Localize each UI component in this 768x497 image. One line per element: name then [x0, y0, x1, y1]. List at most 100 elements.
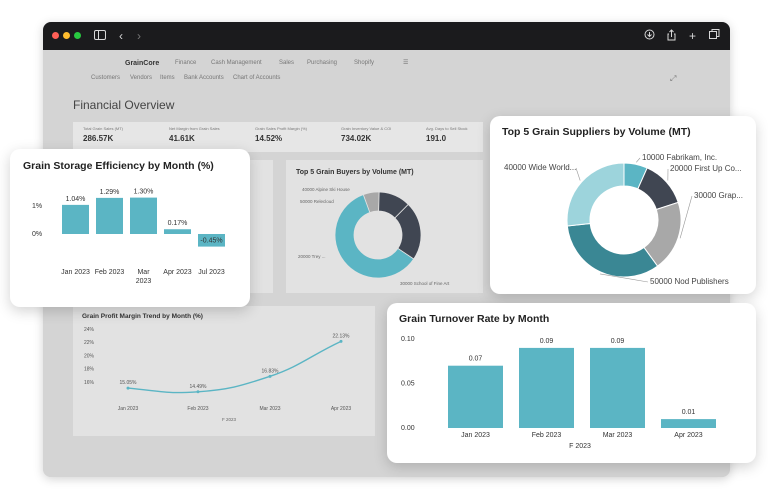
profit-margin-line-chart: 24% 22% 20% 18% 16% 15.05% Jan 2023 14.49% Feb 2… — [84, 327, 351, 412]
kpi-label: Avg. Days to Sell Stock — [426, 126, 468, 131]
forward-icon[interactable]: › — [137, 29, 141, 43]
y-tick-label: 0.00 — [401, 425, 415, 432]
menu-purchasing[interactable]: Purchasing — [307, 60, 338, 66]
profit-margin-title: Grain Profit Margin Trend by Month (%) — [82, 313, 203, 320]
link-customers[interactable]: Customers — [91, 75, 121, 81]
x-tick-label: Feb 2023 — [187, 406, 208, 412]
data-label: 0.07 — [469, 356, 483, 363]
buyers-card[interactable]: Top 5 Grain Buyers by Volume (MT) 40000 … — [286, 160, 483, 293]
buyers-donut-chart — [334, 191, 422, 279]
slice-label: 10000 Fabrikam, Inc. — [642, 153, 717, 162]
buyers-label: 50000 Relecloud — [300, 199, 334, 204]
y-tick-label: 24% — [84, 327, 95, 333]
storage-efficiency-title: Grain Storage Efficiency by Month (%) — [23, 160, 214, 172]
profit-axis-title: F 2023 — [222, 417, 237, 422]
kpi-tile[interactable]: Total Grain Sales (MT) 286.57K — [83, 126, 123, 143]
browser-toolbar: ‹ › + — [43, 22, 730, 50]
bar — [96, 197, 123, 234]
bar — [590, 347, 645, 428]
data-point — [126, 386, 130, 390]
kpi-label: Net Margin from Grain Sales — [169, 126, 220, 131]
data-label: 1.04% — [66, 196, 86, 203]
link-chart-of-accounts[interactable]: Chart of Accounts — [233, 75, 281, 81]
kpi-strip: Total Grain Sales (MT) 286.57K Net Margin… — [73, 122, 483, 152]
bar — [519, 347, 574, 428]
data-point — [268, 374, 272, 378]
back-icon[interactable]: ‹ — [119, 29, 123, 43]
menu-shopify[interactable]: Shopify — [354, 60, 375, 66]
data-label: -0.45% — [200, 238, 222, 245]
profit-margin-card[interactable]: Grain Profit Margin Trend by Month (%) 2… — [73, 306, 375, 436]
bar — [198, 234, 225, 247]
suppliers-donut-chart: 10000 Fabrikam, Inc. 20000 First Up Co...… — [504, 153, 743, 286]
buyers-label: 20000 Trey ... — [298, 254, 326, 259]
x-tick-label: Jan 2023 — [118, 406, 139, 412]
close-window-button[interactable] — [52, 32, 59, 39]
bar — [661, 419, 716, 428]
slice-label: 50000 Nod Publishers — [650, 277, 729, 286]
tabs-icon[interactable] — [709, 29, 720, 43]
slice-label: 30000 Grap... — [694, 191, 743, 200]
kpi-tile[interactable]: Grain Inventory Value & COI 734.02K — [341, 126, 391, 143]
buyers-card-title: Top 5 Grain Buyers by Volume (MT) — [296, 169, 414, 176]
sidebar-icon[interactable] — [94, 29, 106, 43]
bar — [448, 365, 503, 428]
buyers-label: 30000 School of Fine Art — [400, 281, 450, 286]
menu-cash-management[interactable]: Cash Management — [211, 60, 262, 66]
y-tick-label: 0.05 — [401, 381, 415, 388]
kpi-label: Grain Inventory Value & COI — [341, 126, 392, 131]
y-tick-label: 1% — [32, 203, 42, 210]
menu-sales[interactable]: Sales — [279, 60, 295, 66]
buyers-label: 40000 Alpine Ski House — [302, 187, 350, 192]
kpi-value: 286.57K — [83, 134, 114, 143]
data-label: 0.17% — [168, 220, 188, 227]
donut-slice — [566, 162, 625, 227]
data-label: 14.49% — [190, 384, 208, 390]
suppliers-card[interactable]: Top 5 Grain Suppliers by Volume (MT) 100… — [490, 116, 756, 294]
share-icon[interactable] — [666, 29, 677, 44]
bar — [62, 204, 89, 234]
kpi-value: 734.02K — [341, 134, 372, 143]
kpi-tile[interactable]: Avg. Days to Sell Stock 191.0 — [426, 126, 468, 143]
minimize-window-button[interactable] — [63, 32, 70, 39]
link-bank-accounts[interactable]: Bank Accounts — [184, 75, 224, 81]
y-tick-label: 20% — [84, 353, 95, 359]
x-tick-label: Apr 2023 — [163, 269, 192, 276]
data-point — [339, 339, 343, 343]
x-tick-label: Apr 2023 — [674, 432, 703, 439]
kpi-tile[interactable]: Grain Sales Profit Margin (%) 14.52% — [255, 126, 307, 143]
donut-slice — [334, 194, 415, 279]
download-icon[interactable] — [644, 29, 655, 43]
data-label: 1.30% — [134, 189, 154, 196]
storage-efficiency-card[interactable]: Grain Storage Efficiency by Month (%) 1%… — [10, 149, 250, 307]
leader-line — [679, 195, 693, 239]
x-tick-label: 2023 — [136, 278, 152, 285]
x-tick-label: Mar — [137, 269, 150, 276]
expand-icon[interactable]: ⤢ — [670, 74, 677, 83]
turnover-rate-card[interactable]: Grain Turnover Rate by Month 0.10 0.05 0.0… — [387, 303, 756, 463]
maximize-window-button[interactable] — [74, 32, 81, 39]
x-tick-label: Jan 2023 — [461, 432, 490, 439]
new-tab-icon[interactable]: + — [689, 29, 697, 43]
slice-label: 40000 Wide World... — [504, 163, 576, 172]
slice-label: 20000 First Up Co... — [670, 164, 742, 173]
turnover-rate-bar-chart: 0.10 0.05 0.00 0.07 Jan 2023 0.09 Feb 2023 0.09… — [401, 336, 716, 450]
menu-more-icon[interactable]: ☰ — [403, 60, 409, 66]
kpi-value: 14.52% — [255, 134, 283, 143]
link-vendors[interactable]: Vendors — [130, 75, 153, 81]
kpi-tile[interactable]: Net Margin from Grain Sales 41.61K — [169, 126, 220, 143]
x-tick-label: Mar 2023 — [603, 432, 633, 439]
y-tick-label: 16% — [84, 380, 95, 386]
data-label: 1.29% — [100, 189, 120, 196]
y-tick-label: 0.10 — [401, 336, 415, 343]
leader-line — [636, 157, 641, 163]
page-title: Financial Overview — [73, 98, 175, 112]
data-label: 22.13% — [333, 333, 351, 339]
kpi-value: 41.61K — [169, 134, 195, 143]
menu-finance[interactable]: Finance — [175, 60, 197, 66]
y-tick-label: 0% — [32, 231, 42, 238]
link-items[interactable]: Items — [160, 75, 175, 81]
x-tick-label: Jan 2023 — [61, 269, 90, 276]
y-tick-label: 18% — [84, 367, 95, 373]
x-axis-title: F 2023 — [569, 443, 591, 450]
